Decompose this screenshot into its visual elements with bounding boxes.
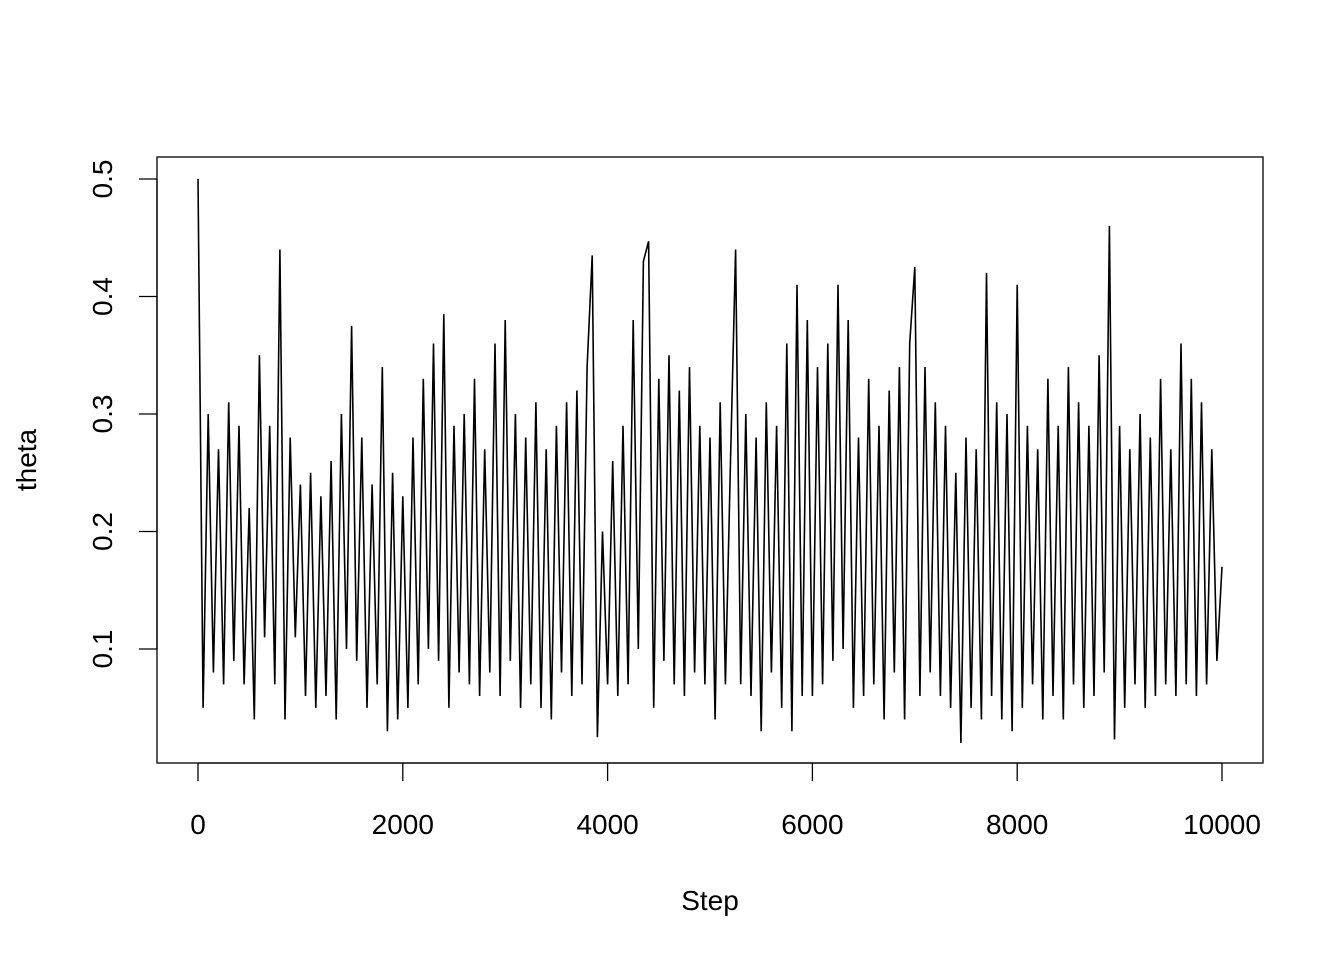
y-tick-label: 0.2 [87, 512, 118, 551]
y-tick-label: 0.4 [87, 277, 118, 316]
x-tick-label: 2000 [372, 809, 434, 840]
x-tick-label: 8000 [986, 809, 1048, 840]
x-tick-label: 4000 [576, 809, 638, 840]
x-tick-label: 6000 [781, 809, 843, 840]
y-tick-label: 0.1 [87, 630, 118, 669]
x-axis-label: Step [681, 885, 739, 916]
y-tick-label: 0.3 [87, 395, 118, 434]
x-tick-label: 10000 [1183, 809, 1261, 840]
y-axis-label: theta [11, 428, 42, 491]
y-tick-label: 0.5 [87, 160, 118, 199]
x-tick-label: 0 [190, 809, 206, 840]
y-axis: 0.1 0.2 0.3 0.4 0.5 [87, 160, 158, 669]
theta-trace-line [197, 178, 1223, 744]
x-axis: 0 2000 4000 6000 8000 10000 [190, 762, 1261, 840]
